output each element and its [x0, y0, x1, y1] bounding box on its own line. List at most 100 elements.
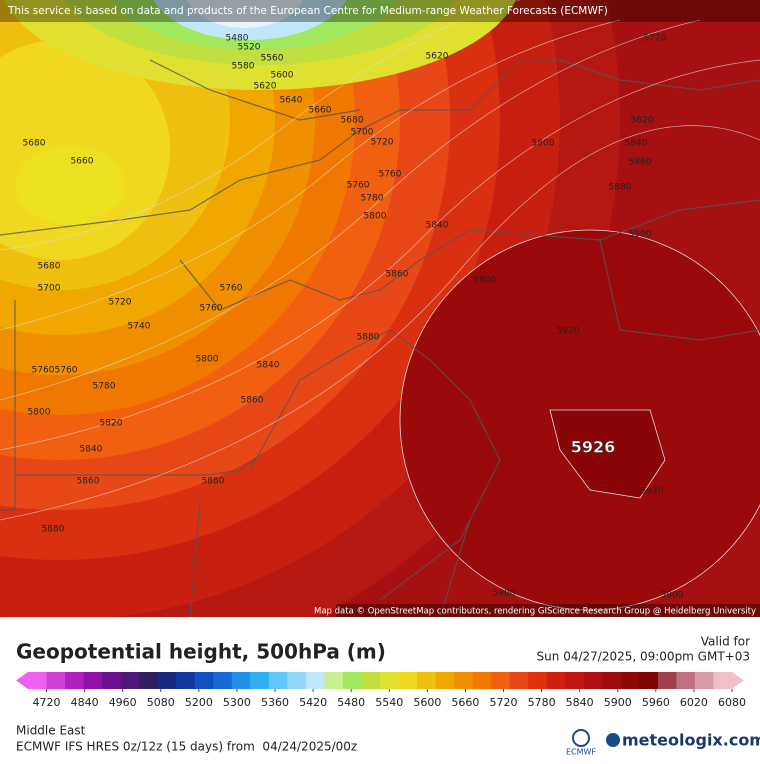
- contour-label: 5780: [93, 382, 116, 392]
- colorbar-swatch: [120, 672, 140, 689]
- contour-label: 5680: [341, 116, 364, 126]
- colorbar-swatch: [324, 672, 344, 689]
- colorbar-tick-label: 5080: [147, 696, 175, 709]
- contour-label: 5760: [200, 304, 223, 314]
- colorbar-swatch: [250, 672, 270, 689]
- valid-label: Valid for: [701, 635, 750, 649]
- contour-label: 5720: [371, 138, 394, 148]
- colorbar-tick-label: 5540: [375, 696, 403, 709]
- colorbar-tick-label: 5600: [413, 696, 441, 709]
- colorbar-swatch: [46, 672, 66, 689]
- contour-label: 5860: [77, 477, 100, 487]
- contour-label: 5680: [38, 262, 61, 272]
- colorbar-tick-label: 5480: [337, 696, 365, 709]
- colorbar-swatch: [139, 672, 159, 689]
- contour-label: 5700: [38, 284, 61, 294]
- contour-label: 5840: [257, 361, 280, 371]
- contour-label: 5900: [474, 276, 497, 286]
- colorbar-tick-label: 4840: [71, 696, 99, 709]
- colorbar-swatch: [361, 672, 381, 689]
- colorbar-tick-label: 5360: [261, 696, 289, 709]
- colorbar-tick-label: 5300: [223, 696, 251, 709]
- colorbar-swatch: [565, 672, 585, 689]
- contour-label: 5840: [426, 221, 449, 231]
- contour-label: 5700: [351, 128, 374, 138]
- colorbar-swatch: [157, 672, 177, 689]
- contour-label: 5880: [609, 183, 632, 193]
- model-info: ECMWF IFS HRES 0z/12z (15 days) from 04/…: [16, 740, 357, 754]
- colorbar-swatch: [639, 672, 659, 689]
- contour-label: 5860: [629, 158, 652, 168]
- colorbar-swatch: [194, 672, 214, 689]
- contour-label: 5760: [220, 284, 243, 294]
- valid-time: Sun 04/27/2025, 09:00pm GMT+03: [537, 650, 750, 664]
- contour-label: 5800: [28, 408, 51, 418]
- contour-label: 5660: [309, 106, 332, 116]
- contour-label: 5720: [644, 34, 667, 44]
- colorbar-left-arrow: [16, 672, 28, 689]
- contour-label: 5680: [23, 139, 46, 149]
- colorbar-swatch: [657, 672, 677, 689]
- colorbar-swatch: [287, 672, 307, 689]
- banner: This service is based on data and produc…: [7, 5, 608, 17]
- colorbar-tick-label: 5660: [451, 696, 479, 709]
- colorbar-swatch: [546, 672, 566, 689]
- colorbar-swatch: [102, 672, 122, 689]
- colorbar-swatch: [676, 672, 696, 689]
- colorbar-swatch: [491, 672, 511, 689]
- meteologix-logo: meteologix.com: [622, 731, 760, 750]
- colorbar-tick-label: 5900: [604, 696, 632, 709]
- colorbar-swatch: [417, 672, 437, 689]
- map-field: [0, 0, 760, 617]
- contour-label: 5760: [32, 366, 55, 376]
- legend-title: Geopotential height, 500hPa (m): [16, 640, 386, 664]
- contour-label: 5760: [55, 366, 78, 376]
- contour-label: 5620: [426, 52, 449, 62]
- region: Middle East: [16, 724, 86, 738]
- contour-label: 5660: [71, 157, 94, 167]
- contour-label: 5860: [241, 396, 264, 406]
- colorbar-right-arrow: [732, 672, 744, 689]
- colorbar-tick-label: 5200: [185, 696, 213, 709]
- contour-label: 5820: [631, 116, 654, 126]
- colorbar-swatch: [380, 672, 400, 689]
- contour-label: 5800: [364, 212, 387, 222]
- colorbar-swatch: [583, 672, 603, 689]
- contour-label: 5900: [629, 230, 652, 240]
- colorbar-swatch: [305, 672, 325, 689]
- colorbar-swatch: [694, 672, 714, 689]
- contour-label: 5720: [109, 298, 132, 308]
- max-label: 5926: [571, 438, 616, 457]
- contour-label: 5880: [42, 525, 65, 535]
- colorbar-swatch: [342, 672, 362, 689]
- contour-label: 5640: [280, 96, 303, 106]
- colorbar-swatch: [176, 672, 196, 689]
- colorbar-tick-label: 4960: [109, 696, 137, 709]
- colorbar-swatch: [602, 672, 622, 689]
- contour-label: 5900: [493, 589, 516, 599]
- colorbar-swatch: [509, 672, 529, 689]
- contour-label: 5740: [128, 322, 151, 332]
- contour-label: 5900: [661, 591, 684, 601]
- colorbar-swatch: [28, 672, 48, 689]
- contour-label: 5780: [361, 194, 384, 204]
- colorbar-tick-label: 4720: [33, 696, 61, 709]
- contour-label: 5800: [532, 139, 555, 149]
- colorbar-tick-label: 6080: [718, 696, 746, 709]
- colorbar-swatch: [620, 672, 640, 689]
- contour-label: 5600: [271, 71, 294, 81]
- contour-label: 5800: [196, 355, 219, 365]
- contour-label: 5620: [254, 82, 277, 92]
- contour-label: 5840: [625, 139, 648, 149]
- colorbar-tick-label: 6020: [680, 696, 708, 709]
- contour-label: 5860: [386, 270, 409, 280]
- attribution: Map data © OpenStreetMap contributors, r…: [314, 607, 756, 617]
- ecmwf-logo: ECMWF: [566, 748, 596, 757]
- contour-label: 5880: [357, 333, 380, 343]
- colorbar-tick-label: 5720: [490, 696, 518, 709]
- contour-label: 5920: [641, 487, 664, 497]
- contour-label: 5580: [232, 62, 255, 72]
- colorbar-swatch: [213, 672, 233, 689]
